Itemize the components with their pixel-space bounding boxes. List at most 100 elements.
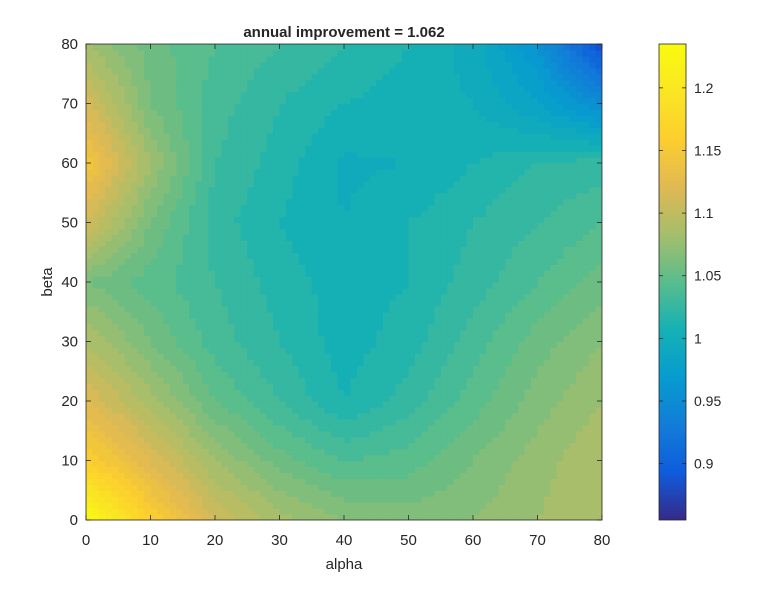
heatmap-cell [434,234,442,241]
heatmap-cell [505,508,513,515]
heatmap-cell [292,490,300,497]
heatmap-cell [382,210,390,218]
heatmap-cell [473,478,481,485]
heatmap-cell [156,222,164,230]
heatmap-cell [453,454,461,462]
heatmap-cell [447,406,455,414]
heatmap-cell [427,163,435,170]
heatmap-cell [273,460,281,468]
heatmap-cell [518,347,526,354]
heatmap-cell [273,246,281,253]
heatmap-cell [273,377,281,384]
heatmap-cell [537,454,545,462]
heatmap-cell [202,246,210,253]
heatmap-cell [208,496,216,503]
heatmap-cell [189,341,197,349]
heatmap-cell [473,228,481,235]
heatmap-cell [189,484,197,491]
heatmap-cell [595,293,602,301]
heatmap-cell [324,240,332,247]
heatmap-cell [311,389,319,396]
heatmap-cell [569,377,577,384]
heatmap-cell [202,490,210,497]
heatmap-cell [576,395,584,402]
heatmap-cell [118,276,126,283]
heatmap-cell [292,412,300,420]
heatmap-cell [589,418,597,426]
heatmap-cell [124,430,132,438]
heatmap-cell [305,472,313,479]
heatmap-cell [550,323,558,331]
heatmap-cell [434,341,442,349]
heatmap-cell [344,210,352,218]
heatmap-cell [131,484,139,491]
heatmap-cell [589,442,597,450]
heatmap-cell [156,341,164,349]
heatmap-cell [563,329,571,337]
heatmap-cell [453,347,461,354]
heatmap-cell [563,454,571,462]
heatmap-cell [350,478,358,485]
heatmap-cell [589,377,597,384]
heatmap-cell [485,478,493,485]
heatmap-cell [421,258,429,265]
heatmap-cell [440,222,448,230]
heatmap-cell [589,287,597,295]
heatmap-cell [505,472,513,479]
heatmap-cell [318,418,326,426]
heatmap-cell [453,287,461,295]
heatmap-cell [447,282,455,289]
heatmap-cell [473,347,481,354]
heatmap-cell [569,264,577,271]
heatmap-cell [311,418,319,426]
heatmap-cell [356,490,364,497]
heatmap-cell [492,329,500,337]
heatmap-cell [227,323,235,331]
heatmap-cell [253,383,261,390]
heatmap-cell [124,287,132,295]
heatmap-cell [376,240,384,247]
heatmap-cell [311,145,319,152]
heatmap-cell [473,406,481,414]
heatmap-cell [182,347,190,354]
heatmap-cell [402,329,410,337]
heatmap-cell [395,496,403,503]
heatmap-cell [111,180,119,188]
heatmap-cell [273,478,281,485]
heatmap-cell [453,353,461,360]
heatmap-cell [356,228,364,235]
heatmap-cell [395,299,403,307]
heatmap-cell [182,252,190,259]
heatmap-cell [382,406,390,414]
heatmap-cell [305,246,313,253]
heatmap-cell [595,496,602,503]
heatmap-cell [569,466,577,473]
heatmap-cell [421,246,429,253]
heatmap-cell [195,371,203,378]
heatmap-cell [453,502,461,509]
heatmap-cell [182,276,190,283]
heatmap-cell [253,436,261,444]
heatmap-cell [524,168,532,176]
heatmap-cell [492,311,500,319]
heatmap-cell [144,216,152,224]
heatmap-cell [124,305,132,313]
heatmap-cell [427,198,435,206]
heatmap-cell [421,496,429,503]
heatmap-cell [279,412,287,420]
heatmap-cell [395,454,403,462]
heatmap-cell [563,210,571,218]
heatmap-cell [279,442,287,450]
heatmap-cell [234,186,242,194]
heatmap-cell [273,371,281,378]
heatmap-cell [169,174,177,182]
heatmap-cell [279,163,287,170]
heatmap-cell [221,293,229,301]
heatmap-cell [202,436,210,444]
heatmap-cell [227,186,235,194]
heatmap-cell [356,174,364,182]
heatmap-cell [389,252,397,259]
heatmap-cell [182,406,190,414]
heatmap-cell [215,430,223,438]
heatmap-cell [344,502,352,509]
